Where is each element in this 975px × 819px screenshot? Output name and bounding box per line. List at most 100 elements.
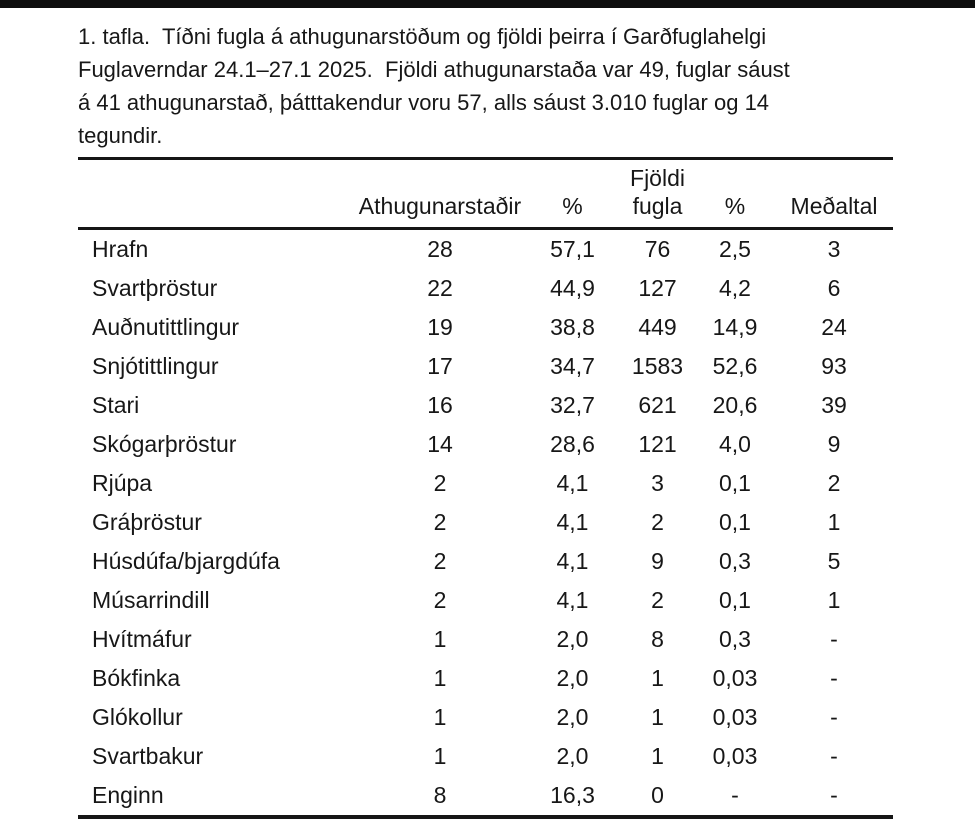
cell-birds: 9 xyxy=(651,548,664,574)
cell-name: Hrafn xyxy=(92,236,149,262)
cell-stations: 28 xyxy=(427,236,453,262)
cell-name: Snjótittlingur xyxy=(92,353,219,379)
table-header: Athugunarstaðir % Fjöldi fugla % Meðalta… xyxy=(78,160,893,230)
cell-birds: 1 xyxy=(651,665,664,691)
cell-pct-birds: 14,9 xyxy=(712,314,758,340)
cell-name: Hvítmáfur xyxy=(92,626,192,652)
cell-stations: 8 xyxy=(433,782,447,808)
cell-name: Gráþröstur xyxy=(92,509,202,535)
cell-average: 9 xyxy=(827,431,841,457)
cell-pct-stations: 4,1 xyxy=(556,548,589,574)
cell-pct-birds: 2,5 xyxy=(719,236,751,262)
header-bird-count: Fjöldi fugla xyxy=(620,160,695,230)
cell-pct-stations: 4,1 xyxy=(556,509,589,535)
cell-pct-stations: 2,0 xyxy=(556,665,589,691)
cell-name: Músarrindill xyxy=(92,587,210,613)
cell-birds: 2 xyxy=(651,509,664,535)
cell-pct-stations: 4,1 xyxy=(556,470,589,496)
cell-average: - xyxy=(830,743,838,769)
cell-birds: 8 xyxy=(651,626,664,652)
cell-average: 6 xyxy=(827,275,841,301)
table-row: Skógarþröstur 14 28,6 121 4,0 9 xyxy=(78,425,893,464)
table-row: Enginn 8 16,3 0 - - xyxy=(78,776,893,817)
cell-pct-birds: 0,1 xyxy=(719,470,751,496)
cell-stations: 1 xyxy=(433,704,447,730)
cell-stations: 22 xyxy=(427,275,453,301)
document-page: 1. tafla. Tíðni fugla á athugunarstöðum … xyxy=(0,8,975,819)
cell-pct-birds: 0,03 xyxy=(712,704,758,730)
cell-pct-birds: 20,6 xyxy=(712,392,758,418)
table-row: Músarrindill 2 4,1 2 0,1 1 xyxy=(78,581,893,620)
table-row: Rjúpa 2 4,1 3 0,1 2 xyxy=(78,464,893,503)
cell-pct-stations: 2,0 xyxy=(556,743,589,769)
table-row: Auðnutittlingur 19 38,8 449 14,9 24 xyxy=(78,308,893,347)
cell-stations: 14 xyxy=(427,431,453,457)
cell-pct-birds: 0,03 xyxy=(712,665,758,691)
header-percent-stations: % xyxy=(525,160,620,230)
table-row: Stari 16 32,7 621 20,6 39 xyxy=(78,386,893,425)
cell-pct-stations: 34,7 xyxy=(550,353,595,379)
cell-pct-birds: - xyxy=(731,782,739,808)
cell-birds: 121 xyxy=(638,431,677,457)
header-percent-birds: % xyxy=(695,160,775,230)
cell-birds: 1 xyxy=(651,743,664,769)
cell-average: 1 xyxy=(827,509,841,535)
table-row: Bókfinka 1 2,0 1 0,03 - xyxy=(78,659,893,698)
cell-pct-stations: 16,3 xyxy=(550,782,595,808)
cell-average: - xyxy=(830,704,838,730)
cell-birds: 76 xyxy=(644,236,671,262)
table-row: Svartbakur 1 2,0 1 0,03 - xyxy=(78,737,893,776)
cell-birds: 127 xyxy=(638,275,677,301)
cell-average: 39 xyxy=(821,392,847,418)
cell-stations: 2 xyxy=(433,470,447,496)
cell-average: 5 xyxy=(827,548,841,574)
cell-stations: 1 xyxy=(433,626,447,652)
cell-pct-birds: 0,03 xyxy=(712,743,758,769)
header-species xyxy=(78,160,355,230)
cell-pct-stations: 4,1 xyxy=(556,587,589,613)
header-row: Athugunarstaðir % Fjöldi fugla % Meðalta… xyxy=(78,160,893,230)
cell-stations: 2 xyxy=(433,548,447,574)
cell-pct-stations: 2,0 xyxy=(556,704,589,730)
cell-birds: 449 xyxy=(638,314,677,340)
cell-pct-stations: 32,7 xyxy=(550,392,595,418)
cell-stations: 1 xyxy=(433,665,447,691)
cell-stations: 2 xyxy=(433,509,447,535)
cell-stations: 17 xyxy=(427,353,453,379)
cell-pct-birds: 0,3 xyxy=(719,626,751,652)
cell-pct-stations: 44,9 xyxy=(550,275,595,301)
cell-pct-birds: 0,1 xyxy=(719,509,751,535)
cell-pct-birds: 4,0 xyxy=(719,431,751,457)
table-row: Svartþröstur 22 44,9 127 4,2 6 xyxy=(78,269,893,308)
cell-average: 93 xyxy=(821,353,847,379)
cell-pct-birds: 52,6 xyxy=(712,353,758,379)
cell-birds: 3 xyxy=(651,470,664,496)
cell-name: Svartbakur xyxy=(92,743,204,769)
cell-name: Húsdúfa/bjargdúfa xyxy=(92,548,280,574)
cell-average: - xyxy=(830,665,838,691)
cell-pct-stations: 57,1 xyxy=(550,236,595,262)
cell-pct-birds: 4,2 xyxy=(719,275,751,301)
cell-pct-stations: 38,8 xyxy=(550,314,595,340)
header-observation-stations: Athugunarstaðir xyxy=(355,160,525,230)
cell-name: Enginn xyxy=(92,782,164,808)
cell-pct-birds: 0,3 xyxy=(719,548,751,574)
cell-name: Glókollur xyxy=(92,704,183,730)
cell-stations: 2 xyxy=(433,587,447,613)
table-row: Hrafn 28 57,1 76 2,5 3 xyxy=(78,229,893,270)
table-row: Glókollur 1 2,0 1 0,03 - xyxy=(78,698,893,737)
cell-pct-stations: 28,6 xyxy=(550,431,595,457)
cell-birds: 0 xyxy=(651,782,664,808)
table-row: Húsdúfa/bjargdúfa 2 4,1 9 0,3 5 xyxy=(78,542,893,581)
cell-pct-stations: 2,0 xyxy=(556,626,589,652)
table-row: Snjótittlingur 17 34,7 1583 52,6 93 xyxy=(78,347,893,386)
table-body: Hrafn 28 57,1 76 2,5 3 Svartþröstur 22 44,9 127 4,… xyxy=(78,229,893,818)
table-row: Gráþröstur 2 4,1 2 0,1 1 xyxy=(78,503,893,542)
cell-average: 2 xyxy=(827,470,841,496)
header-average: Meðaltal xyxy=(775,160,893,230)
cell-average: 3 xyxy=(827,236,841,262)
cell-name: Svartþröstur xyxy=(92,275,218,301)
cell-name: Rjúpa xyxy=(92,470,153,496)
cell-pct-birds: 0,1 xyxy=(719,587,751,613)
top-border-bar xyxy=(0,0,975,8)
